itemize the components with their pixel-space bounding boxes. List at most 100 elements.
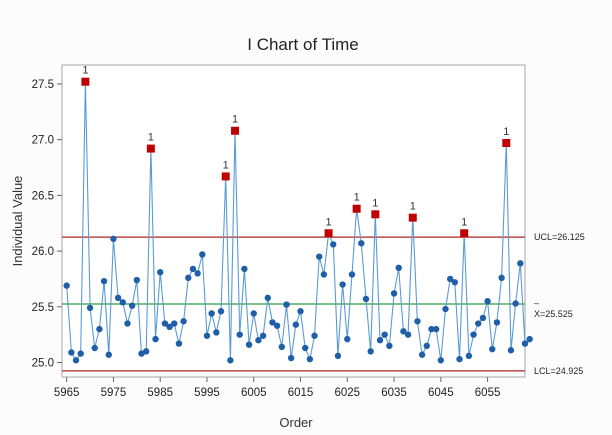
data-point	[432, 325, 440, 333]
data-point	[517, 260, 524, 267]
data-point	[227, 357, 234, 364]
center-bar-label: _	[533, 294, 540, 304]
data-point	[465, 352, 473, 360]
data-point	[86, 304, 94, 312]
data-point	[133, 276, 141, 284]
data-point	[446, 275, 454, 283]
data-point	[344, 335, 351, 343]
x-tick-label: 6025	[334, 387, 360, 399]
data-point	[128, 302, 136, 309]
out-of-control-point	[221, 172, 230, 181]
data-point	[189, 265, 197, 273]
data-point	[301, 344, 309, 352]
data-point	[278, 343, 286, 351]
data-point	[185, 274, 192, 282]
x-axis-title: Order	[279, 415, 313, 430]
x-tick-label: 6015	[288, 387, 314, 399]
out-of-control-point	[81, 77, 90, 86]
data-point	[386, 342, 393, 349]
data-point	[273, 322, 281, 329]
data-point	[259, 332, 267, 339]
data-point	[306, 355, 314, 363]
data-point	[180, 318, 187, 325]
data-point	[194, 270, 201, 277]
data-point	[414, 318, 421, 325]
data-point	[470, 331, 477, 338]
data-point	[330, 241, 337, 248]
x-tick-label: 5965	[54, 387, 80, 399]
data-point	[287, 354, 295, 362]
data-point	[119, 299, 126, 306]
data-point	[100, 277, 108, 285]
plot-frame	[61, 64, 526, 378]
data-point	[395, 264, 402, 271]
y-tick-label: 25.5	[32, 302, 54, 314]
data-point	[521, 340, 529, 347]
out-of-control-point	[408, 213, 417, 222]
test-failure-label: 1	[461, 216, 467, 228]
test-failure-label: 1	[232, 114, 238, 126]
data-point	[91, 344, 98, 352]
data-point	[68, 349, 75, 356]
test-failure-label: 1	[372, 197, 378, 209]
test-failure-label: 1	[410, 201, 416, 213]
data-point	[362, 295, 370, 303]
test-failure-label: 1	[354, 192, 360, 204]
data-point	[498, 274, 505, 282]
data-point	[320, 271, 328, 278]
data-point	[283, 301, 290, 308]
out-of-control-point	[231, 126, 240, 135]
data-point	[451, 279, 459, 286]
test-failure-label: 1	[223, 159, 229, 171]
data-point	[475, 320, 482, 327]
data-point	[63, 282, 70, 289]
data-point	[437, 357, 445, 364]
test-failure-label: 1	[148, 132, 154, 144]
data-point	[418, 351, 426, 358]
test-failure-label: 1	[503, 126, 509, 138]
data-point	[404, 331, 412, 338]
out-of-control-point	[460, 229, 469, 238]
x-tick-label: 5995	[194, 387, 220, 399]
data-point	[157, 269, 164, 276]
data-point	[390, 290, 398, 297]
data-point	[199, 251, 206, 258]
axis-ticks: 5965 5975 5985 5995 6005 6015 6025 6035 6045 6055…	[32, 79, 501, 399]
data-point	[493, 319, 501, 326]
data-point	[105, 351, 112, 358]
y-tick-label: 27.0	[32, 135, 54, 147]
out-of-control-point	[146, 144, 155, 153]
data-point	[367, 348, 374, 355]
data-point	[442, 305, 449, 313]
x-tick-label: 5975	[101, 387, 127, 399]
data-point	[423, 342, 430, 349]
data-point	[297, 308, 304, 315]
data-point	[376, 337, 384, 344]
data-point	[110, 235, 117, 243]
data-point	[456, 355, 463, 363]
out-of-control-point	[324, 229, 333, 238]
y-tick-label: 25.0	[32, 358, 54, 370]
y-axis-title: Individual Value	[10, 176, 25, 267]
data-point	[264, 294, 271, 302]
data-point	[316, 253, 323, 260]
data-point	[208, 310, 215, 317]
x-tick-label: 5985	[147, 387, 173, 399]
data-point	[236, 331, 243, 338]
chart-title: I Chart of Time	[247, 35, 358, 54]
data-point	[269, 319, 276, 326]
x-tick-label: 6045	[428, 387, 454, 399]
out-of-control-point	[371, 210, 380, 219]
data-point	[250, 310, 257, 317]
x-tick-label: 6005	[241, 387, 267, 399]
data-point	[166, 323, 173, 331]
data-point	[114, 294, 122, 302]
x-tick-label: 6035	[381, 387, 407, 399]
y-tick-label: 26.0	[32, 246, 54, 258]
data-point	[358, 240, 365, 247]
data-point	[217, 308, 225, 315]
data-point	[241, 265, 248, 273]
test-failure-label: 1	[326, 216, 332, 228]
data-point	[479, 314, 487, 322]
